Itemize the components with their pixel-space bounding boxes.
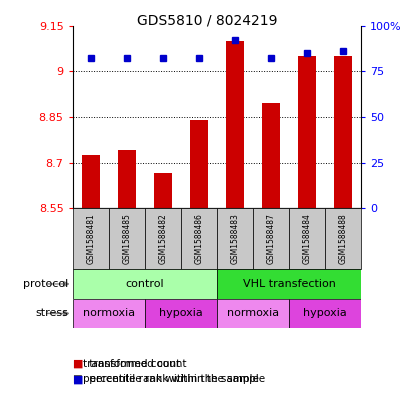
- Text: GSM1588485: GSM1588485: [122, 213, 131, 264]
- Text: GSM1588487: GSM1588487: [266, 213, 276, 264]
- Text: GDS5810 / 8024219: GDS5810 / 8024219: [137, 14, 278, 28]
- Bar: [226, 41, 244, 208]
- Bar: [181, 208, 217, 269]
- Text: GSM1588488: GSM1588488: [339, 213, 347, 264]
- Bar: [73, 269, 217, 299]
- Bar: [217, 208, 253, 269]
- Text: GSM1588486: GSM1588486: [194, 213, 203, 264]
- Bar: [334, 56, 352, 208]
- Text: GSM1588482: GSM1588482: [158, 213, 167, 264]
- Bar: [73, 299, 145, 328]
- Text: GSM1588483: GSM1588483: [230, 213, 239, 264]
- Text: stress: stress: [36, 309, 68, 318]
- Bar: [262, 103, 280, 208]
- Text: normoxia: normoxia: [83, 309, 135, 318]
- Bar: [145, 299, 217, 328]
- Bar: [145, 208, 181, 269]
- Bar: [73, 208, 109, 269]
- Bar: [289, 208, 325, 269]
- Text: GSM1588484: GSM1588484: [303, 213, 312, 264]
- Bar: [289, 299, 361, 328]
- Bar: [109, 208, 145, 269]
- Bar: [154, 173, 172, 208]
- Text: ■  transformed count: ■ transformed count: [73, 358, 186, 369]
- Text: protocol: protocol: [23, 279, 68, 289]
- Text: ■: ■: [73, 358, 83, 369]
- Text: ■: ■: [73, 374, 83, 384]
- Bar: [325, 208, 361, 269]
- Bar: [217, 269, 361, 299]
- Text: GSM1588481: GSM1588481: [86, 213, 95, 264]
- Bar: [298, 56, 316, 208]
- Text: percentile rank within the sample: percentile rank within the sample: [83, 374, 259, 384]
- Text: VHL transfection: VHL transfection: [242, 279, 335, 289]
- Bar: [217, 299, 289, 328]
- Text: transformed count: transformed count: [83, 358, 180, 369]
- Text: hypoxia: hypoxia: [303, 309, 347, 318]
- Text: hypoxia: hypoxia: [159, 309, 203, 318]
- Text: control: control: [125, 279, 164, 289]
- Bar: [190, 120, 208, 208]
- Bar: [118, 151, 136, 208]
- Text: normoxia: normoxia: [227, 309, 279, 318]
- Text: ■  percentile rank within the sample: ■ percentile rank within the sample: [73, 374, 265, 384]
- Bar: [253, 208, 289, 269]
- Bar: [82, 155, 100, 208]
